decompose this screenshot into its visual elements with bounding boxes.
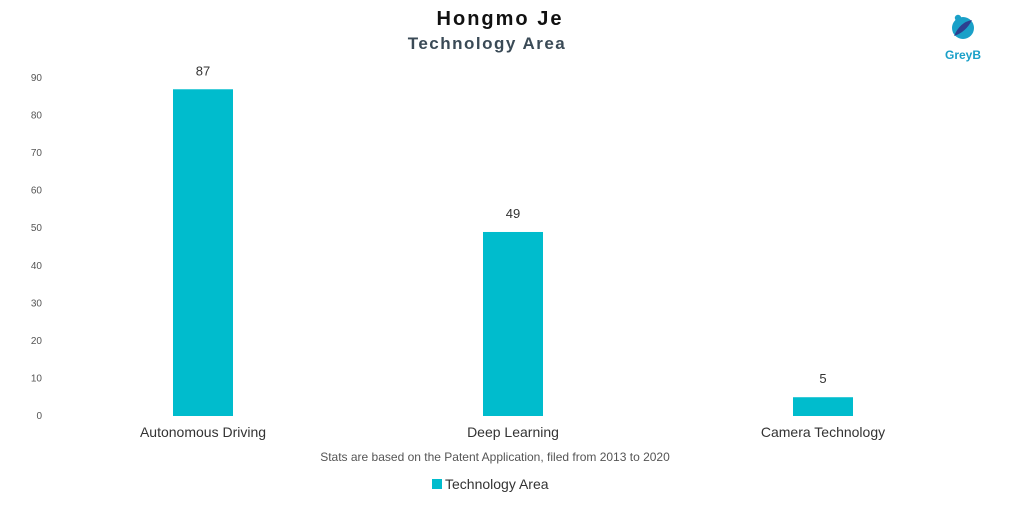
y-tick-label: 60 xyxy=(31,186,43,197)
category-label: Camera Technology xyxy=(761,424,885,440)
bar xyxy=(173,89,233,417)
chart-title: Hongmo Je xyxy=(436,8,564,30)
legend-swatch xyxy=(432,479,442,489)
chart-subtitle: Technology Area xyxy=(407,34,567,53)
y-tick-label: 30 xyxy=(31,298,43,309)
y-tick-label: 90 xyxy=(31,73,43,84)
legend-label: Technology Area xyxy=(445,476,549,492)
data-label: 5 xyxy=(819,371,826,386)
y-tick-label: 10 xyxy=(31,373,43,384)
category-label: Autonomous Driving xyxy=(140,424,266,440)
logo-text: GreyB xyxy=(944,48,982,62)
category-label: Deep Learning xyxy=(467,424,559,440)
data-label: 87 xyxy=(196,63,210,78)
bar xyxy=(483,231,543,416)
legend[interactable]: Technology Area xyxy=(432,476,549,492)
greyb-logo-icon xyxy=(952,14,974,39)
y-tick-label: 70 xyxy=(31,148,43,159)
y-tick-label: 0 xyxy=(36,411,42,422)
y-tick-label: 50 xyxy=(31,223,43,234)
y-tick-label: 20 xyxy=(31,336,43,347)
y-tick-label: 40 xyxy=(31,261,43,272)
data-label: 49 xyxy=(506,206,520,221)
y-tick-label: 80 xyxy=(31,111,43,122)
greyb-logo: GreyB xyxy=(938,12,988,68)
source-note: Stats are based on the Patent Applicatio… xyxy=(320,450,670,464)
bar xyxy=(793,397,853,416)
